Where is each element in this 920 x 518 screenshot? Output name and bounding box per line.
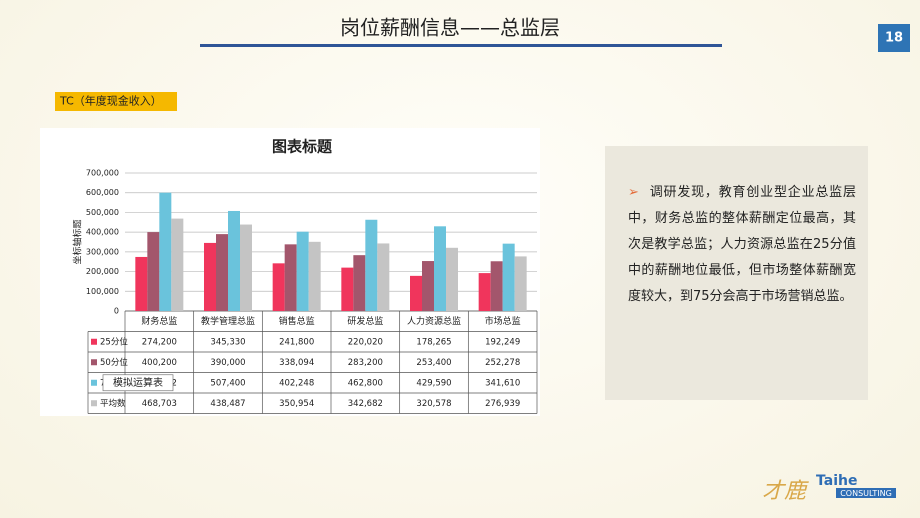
table-cell: 252,278: [485, 358, 520, 368]
bar: [228, 210, 240, 311]
x-tick-label: 人力资源总监: [407, 315, 461, 327]
bar: [240, 224, 252, 311]
y-tick-label: 500,000: [86, 208, 119, 217]
table-cell: 468,703: [142, 399, 177, 409]
table-cell: 253,400: [416, 358, 451, 368]
table-cell: 438,487: [210, 399, 245, 409]
bar: [502, 243, 515, 311]
table-cell: 241,800: [279, 337, 314, 347]
tag-box: [55, 92, 177, 111]
table-cell: 338,094: [279, 358, 314, 368]
table-cell: 350,954: [279, 399, 314, 409]
legend-key: [91, 359, 97, 366]
table-cell: 341,610: [485, 378, 520, 388]
table-cell: 400,200: [142, 358, 177, 368]
logo-sub: CONSULTING: [840, 489, 892, 498]
note-box: [605, 146, 868, 400]
logo-en: Taihe: [816, 473, 857, 489]
tag: TC（年度现金收入）: [59, 94, 162, 108]
chart-title: 图表标题: [272, 138, 333, 156]
table-cell: 507,400: [210, 378, 245, 388]
table-cell: 274,200: [142, 337, 177, 347]
bar: [159, 192, 172, 311]
table-cell: 402,248: [279, 378, 314, 388]
note-text: 调研发现，教育创业型企业总监层中，财务总监的整体薪酬定位最高，其次是教学总监；人…: [628, 185, 856, 304]
bar: [434, 226, 446, 311]
y-tick-label: 200,000: [86, 267, 119, 276]
table-cell: 390,000: [210, 358, 245, 368]
bar: [216, 234, 228, 311]
bar: [296, 231, 309, 311]
y-tick-label: 0: [114, 307, 119, 316]
bar: [171, 218, 184, 311]
table-cell: 345,330: [210, 337, 245, 347]
x-tick-label: 研发总监: [347, 315, 383, 327]
x-tick-label: 财务总监: [141, 315, 177, 327]
y-axis-title: 坐标轴标题: [72, 219, 84, 264]
legend-key: [91, 379, 97, 386]
y-tick-label: 100,000: [86, 287, 119, 296]
table-cell: 192,249: [485, 337, 520, 347]
bar: [204, 242, 216, 311]
bar: [478, 273, 491, 311]
bar: [377, 243, 390, 311]
bar: [341, 267, 354, 311]
y-tick-label: 400,000: [86, 228, 119, 237]
logo-cn: 才鹿: [762, 479, 809, 504]
legend-label: 25分位: [100, 336, 128, 347]
bar: [308, 241, 321, 311]
table-cell: 178,265: [416, 337, 451, 347]
table-cell: 276,939: [485, 399, 520, 409]
bar: [147, 232, 160, 311]
x-tick-label: 市场总监: [485, 315, 521, 327]
table-cell: 220,020: [348, 337, 383, 347]
table-cell: 283,200: [348, 358, 383, 368]
y-tick-label: 700,000: [86, 169, 119, 178]
title-underline: [200, 44, 722, 47]
legend-label: 平均数: [100, 398, 126, 409]
y-tick-label: 300,000: [86, 247, 119, 256]
tooltip: 模拟运算表: [113, 376, 163, 389]
bar: [284, 244, 297, 311]
bar: [410, 275, 422, 311]
bar: [446, 247, 458, 311]
logo-sub-box: [836, 488, 896, 498]
bullet: ➢: [628, 185, 639, 200]
table-cell: 342,682: [348, 399, 383, 409]
bar: [353, 255, 366, 311]
bar: [135, 256, 148, 311]
x-tick-label: 销售总监: [279, 315, 315, 327]
page-number: 18: [885, 31, 903, 46]
page-number-box: [878, 24, 910, 52]
x-tick-label: 教学管理总监: [201, 315, 255, 327]
table-cell: 429,590: [416, 378, 451, 388]
bar: [272, 263, 285, 311]
bar: [514, 256, 527, 311]
table-cell: 462,800: [348, 378, 383, 388]
table-cell: 320,578: [416, 399, 451, 409]
tooltip-box: [102, 374, 174, 392]
legend-key: [91, 400, 97, 407]
y-tick-label: 600,000: [86, 188, 119, 197]
legend-key: [91, 338, 97, 345]
slide-title: 岗位薪酬信息——总监层: [340, 16, 560, 40]
bar: [490, 261, 503, 311]
legend-label: 50分位: [100, 357, 128, 368]
bar: [422, 261, 434, 311]
bar: [365, 219, 378, 311]
note: ➢ 调研发现，教育创业型企业总监层中，财务总监的整体薪酬定位最高，其次是教学总监；…: [628, 180, 856, 310]
